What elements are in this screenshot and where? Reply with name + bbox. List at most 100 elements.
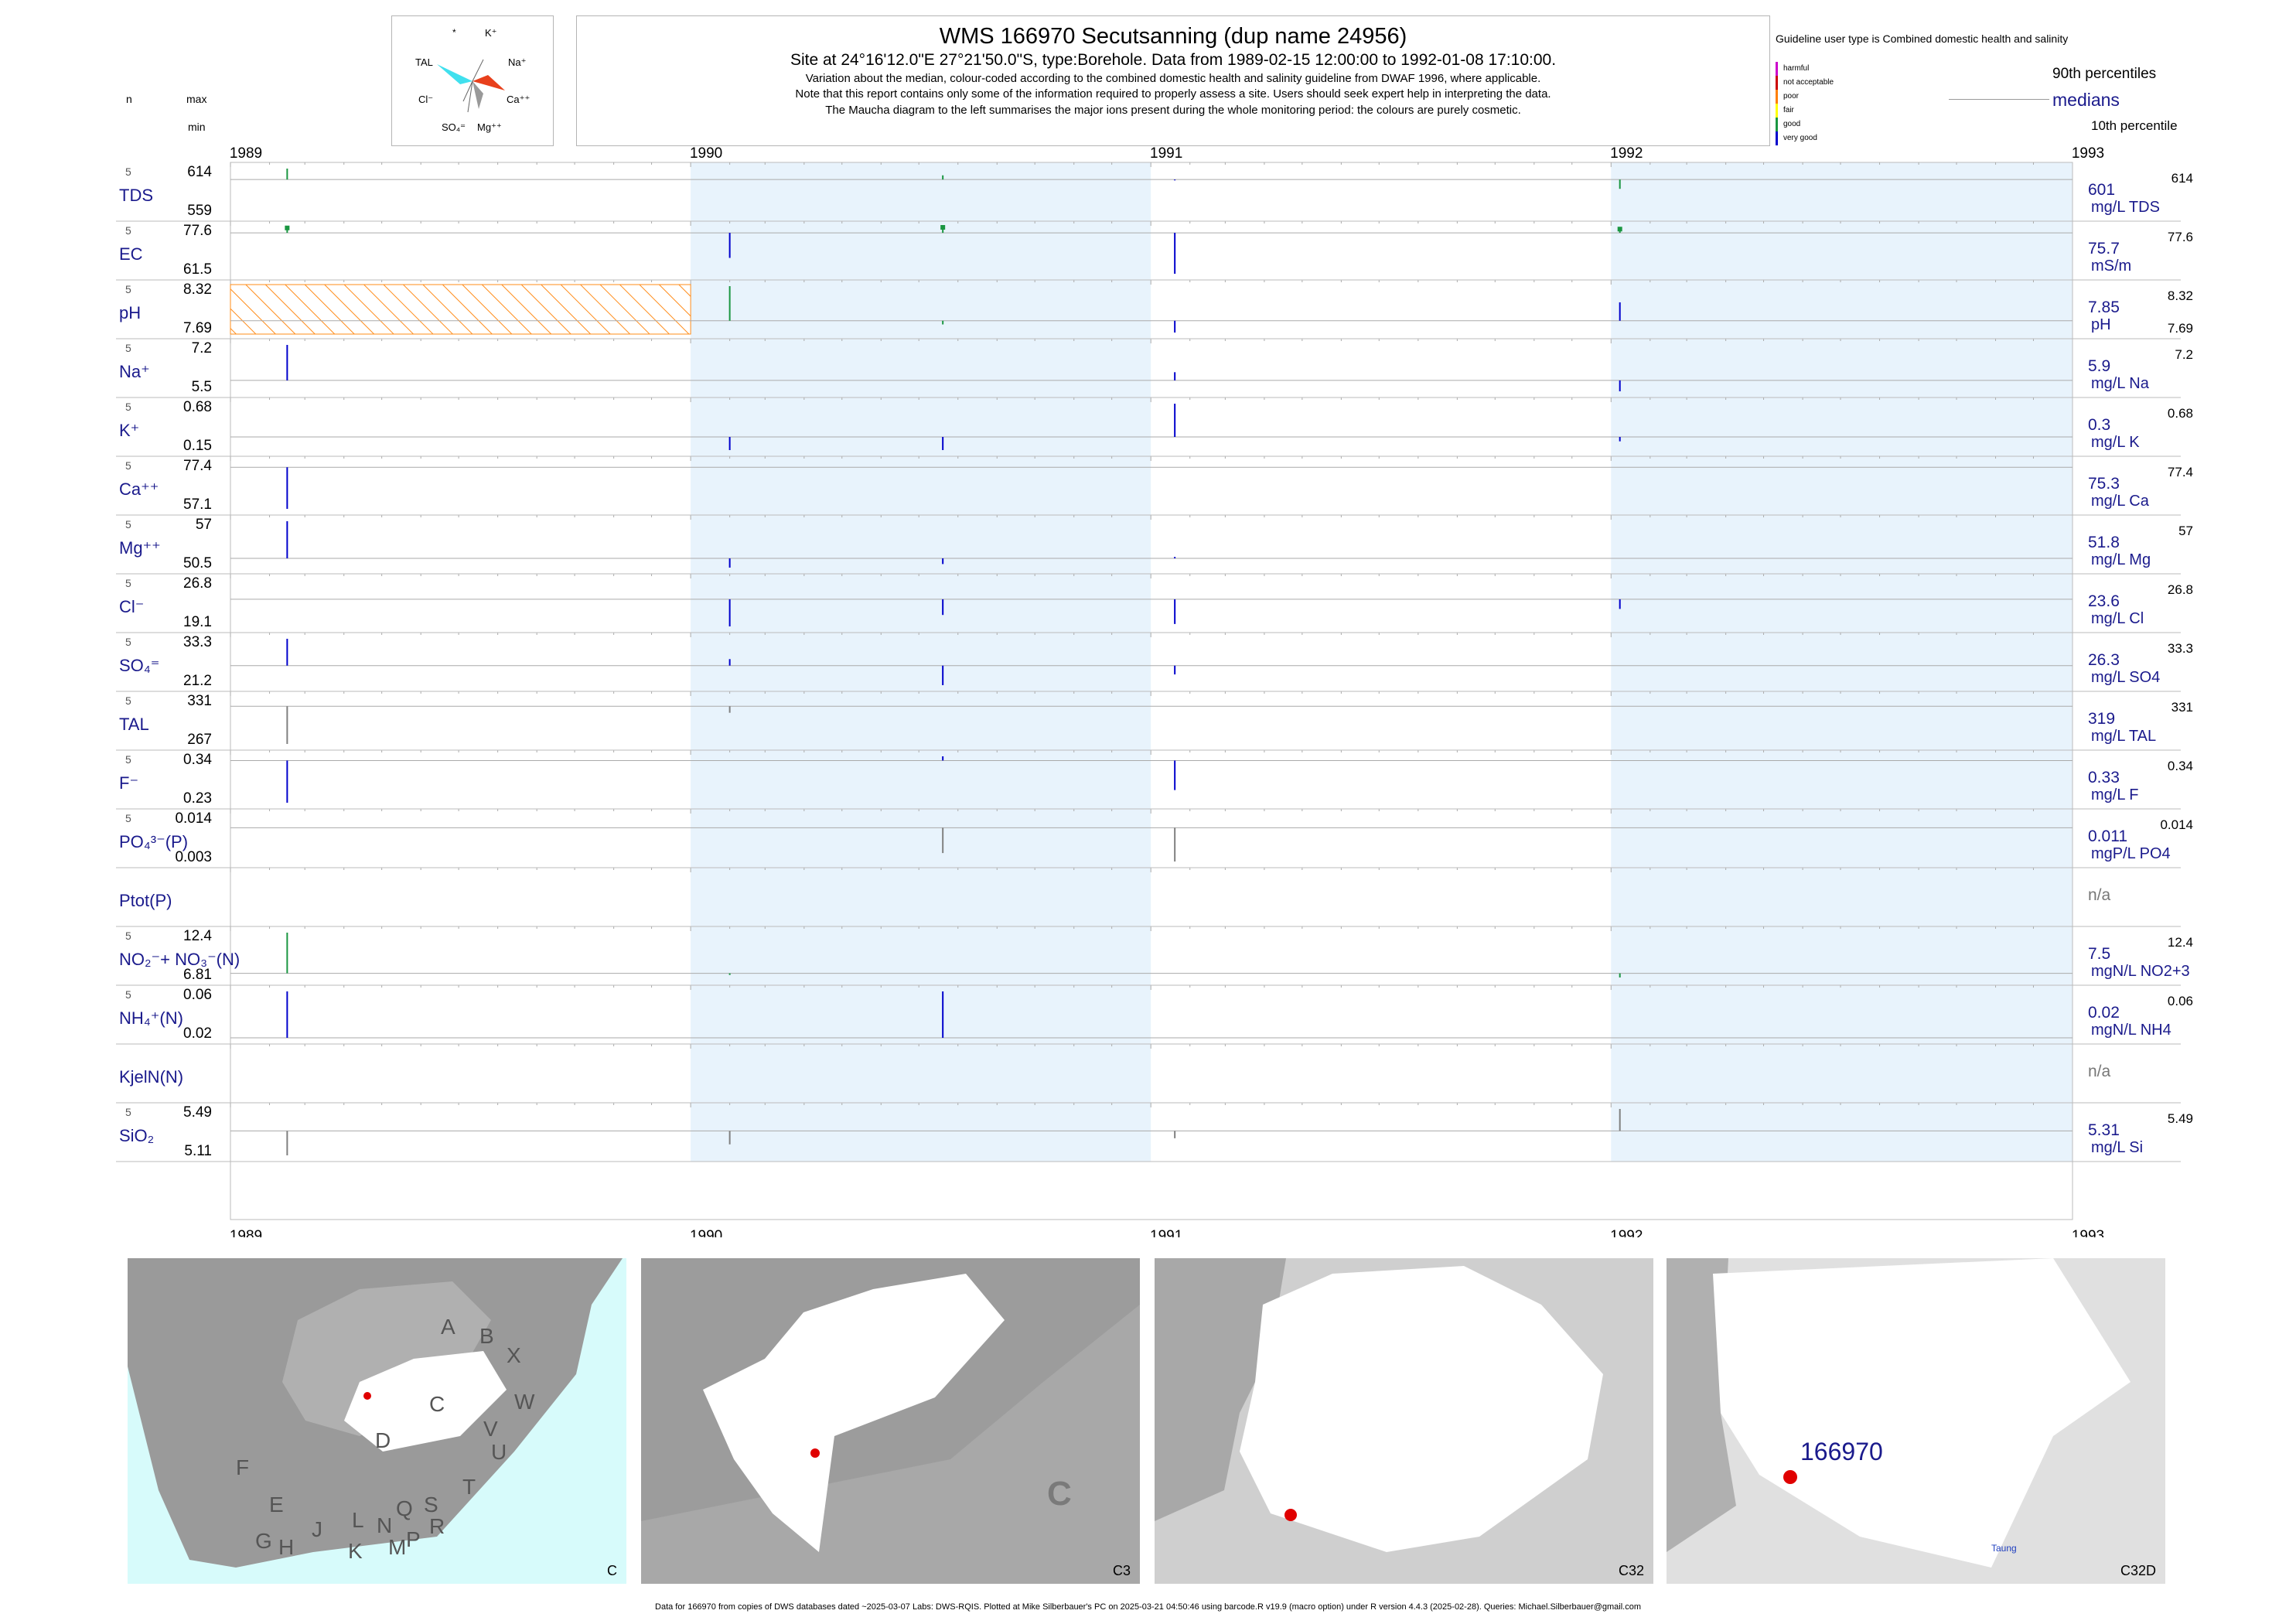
map-c-region-letter: F	[236, 1455, 250, 1479]
map-c-catchment	[344, 1351, 507, 1452]
param-median-k: 0.3	[2088, 416, 2110, 434]
param-unit-sio2: mg/L Si	[2091, 1139, 2143, 1156]
param-median-ec: 75.7	[2088, 240, 2120, 258]
param-n-k: 5	[125, 401, 131, 413]
param-max-ph: 8.32	[183, 281, 212, 298]
maucha-cl-axis	[462, 80, 473, 102]
map-c32-site-dot	[1284, 1509, 1297, 1521]
maucha-ca-petal	[473, 75, 505, 90]
param-min-tal: 267	[187, 732, 212, 748]
map-c-region-letter: G	[255, 1529, 272, 1553]
page-title: WMS 166970 Secutsanning (dup name 24956)	[939, 24, 1407, 49]
param-min-tds: 559	[187, 203, 212, 219]
data-mark-ec	[940, 225, 946, 230]
map-c32-catchment	[1240, 1266, 1603, 1552]
map-c-region-letter: D	[375, 1428, 391, 1452]
map-c32-label: C32	[1618, 1563, 1644, 1578]
guideline-label: not acceptable	[1783, 78, 1834, 87]
param-n-f: 5	[125, 753, 131, 766]
param-max-no: 12.4	[183, 928, 212, 944]
year-label-bottom-1992: 1992	[1610, 1228, 1643, 1237]
map-c-region-letter: H	[278, 1535, 295, 1559]
map-c-region-letter: T	[462, 1475, 476, 1499]
guideline-swatch	[1776, 131, 1778, 145]
maucha-label-tal: TAL	[415, 56, 433, 68]
param-min-po4: 0.003	[175, 849, 212, 865]
legend-median-line	[1949, 99, 2049, 100]
guideline-label: very good	[1783, 134, 1817, 142]
map-c3-region-letter: C	[1047, 1475, 1072, 1513]
param-median-mg: 51.8	[2088, 534, 2120, 551]
map-c-site-dot	[363, 1392, 371, 1400]
map-c-region-letter: J	[312, 1517, 322, 1541]
param-min-so4: 21.2	[183, 673, 212, 689]
map-c3-catchment	[703, 1274, 1005, 1552]
map-c-region-letter: M	[388, 1535, 407, 1559]
param-max-cl: 26.8	[183, 575, 212, 592]
maucha-label-so4: SO₄⁼	[442, 121, 466, 133]
param-median-f: 0.33	[2088, 769, 2120, 786]
map-c-label: C	[607, 1563, 617, 1578]
time-series-chart: 1989 1989 1990 1990 1991 1991 1992 1992 1993 1993…	[116, 145, 2193, 1237]
poor-hatch-ph	[230, 284, 691, 335]
year-label-bottom-1993: 1993	[2072, 1228, 2104, 1237]
maucha-k-axis	[472, 59, 484, 82]
param-rmax-mg: 57	[2178, 524, 2193, 538]
param-median-so4: 26.3	[2088, 651, 2120, 669]
param-n-ca: 5	[125, 459, 131, 472]
param-median-na: 5.9	[2088, 357, 2110, 375]
maucha-label-na: Na⁺	[508, 56, 527, 68]
guideline-title: Guideline user type is Combined domestic…	[1776, 32, 2069, 45]
year-label-top-1992: 1992	[1610, 145, 1643, 162]
maucha-label-cl: Cl⁻	[418, 94, 434, 105]
param-rmax-cl: 26.8	[2168, 582, 2193, 597]
param-median-sio2: 5.31	[2088, 1121, 2120, 1139]
map-c-region-letter: A	[441, 1315, 455, 1339]
param-unit-cl: mg/L Cl	[2091, 610, 2144, 627]
param-unit-ec: mS/m	[2091, 258, 2131, 275]
maucha-label-star: *	[452, 27, 456, 38]
param-label-ca: Ca⁺⁺	[119, 479, 159, 499]
param-min-f: 0.23	[183, 790, 212, 807]
param-rmax-tal: 331	[2171, 700, 2193, 715]
param-unit-k: mg/L K	[2091, 434, 2140, 451]
param-max-tal: 331	[187, 693, 212, 709]
param-label-sio2: SiO₂	[119, 1126, 154, 1145]
param-n-sio2: 5	[125, 1106, 131, 1118]
param-n-mg: 5	[125, 518, 131, 531]
map-c-region-letter: X	[507, 1343, 521, 1367]
description-line-3: The Maucha diagram to the left summarise…	[825, 104, 1521, 117]
year-band-1990	[691, 162, 1151, 1162]
guideline-category: very good	[1776, 131, 1834, 145]
year-label-top-1993: 1993	[2072, 145, 2104, 162]
param-rmax-no: 12.4	[2168, 935, 2193, 950]
param-unit-na: mg/L Na	[2091, 375, 2150, 392]
param-label-k: K⁺	[119, 421, 139, 440]
param-max-sio2: 5.49	[183, 1104, 212, 1121]
param-rmax-ph: 8.32	[2168, 288, 2193, 303]
year-label-bottom-1989: 1989	[230, 1228, 262, 1237]
param-rmax-na: 7.2	[2175, 347, 2193, 362]
year-band-1992	[1611, 162, 2073, 1162]
description-line-1: Variation about the median, colour-coded…	[805, 72, 1541, 85]
param-min-na: 5.5	[192, 379, 212, 395]
param-median-no: 7.5	[2088, 945, 2110, 963]
param-min-k: 0.15	[183, 438, 212, 454]
param-n-cl: 5	[125, 577, 131, 589]
map-c-region-letter: W	[514, 1390, 535, 1414]
param-label-tds: TDS	[119, 186, 153, 205]
maucha-diagram: * K⁺ Na⁺ Ca⁺⁺ Mg⁺⁺ SO₄⁼ Cl⁻ TAL	[391, 15, 554, 146]
year-label-top-1991: 1991	[1150, 145, 1182, 162]
guideline-swatch	[1776, 62, 1778, 76]
maucha-svg	[437, 59, 505, 113]
guideline-swatch	[1776, 118, 1778, 131]
map-c32d-site-label: 166970	[1800, 1438, 1883, 1465]
param-median-ca: 75.3	[2088, 475, 2120, 493]
param-max-ec: 77.6	[183, 223, 212, 239]
guideline-legend: Guideline user type is Combined domestic…	[1771, 15, 2204, 147]
map-c-region-letter: R	[429, 1514, 445, 1538]
year-label-top-1989: 1989	[230, 145, 262, 162]
description-line-2: Note that this report contains only some…	[795, 87, 1551, 101]
title-box: WMS 166970 Secutsanning (dup name 24956)…	[576, 15, 1770, 146]
legend-p90: 90th percentiles	[2052, 66, 2157, 82]
